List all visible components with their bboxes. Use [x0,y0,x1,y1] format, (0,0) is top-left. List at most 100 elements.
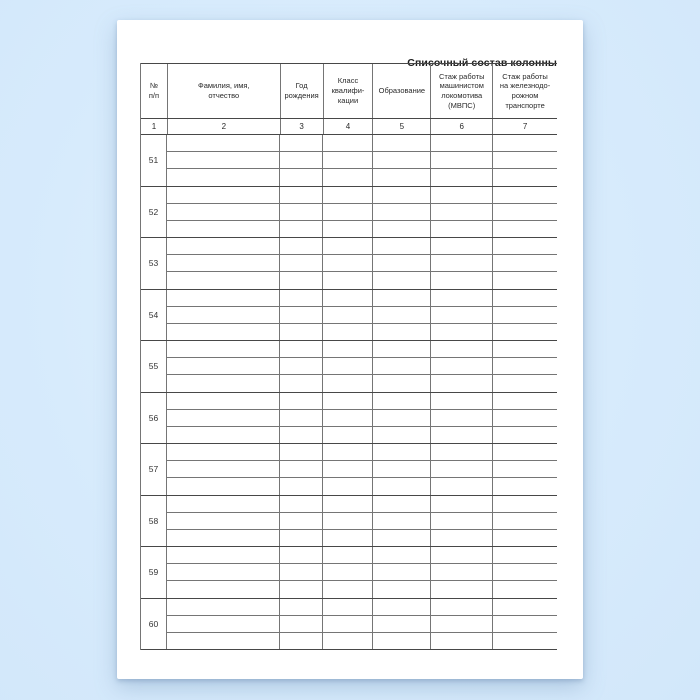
entry-cell-driver-experience [431,323,493,341]
entry-line [167,255,557,273]
row-entry-lines [167,547,557,598]
entry-cell-name [167,495,280,512]
entry-cell-birth-year [280,495,323,512]
entry-cell-railway-experience [493,547,557,563]
entry-cell-birth-year [280,306,323,323]
row-entry-lines [167,444,557,495]
entry-cell-education [373,409,431,426]
entry-cell-education [373,135,431,152]
entry-cell-name [167,409,280,426]
entry-cell-birth-year [280,272,323,289]
entry-cell-name [167,203,280,220]
entry-cell-birth-year [280,564,323,581]
entry-line [167,461,557,479]
entry-cell-railway-experience [493,135,557,151]
column-index: 7 [522,122,528,131]
entry-cell-name [167,615,280,632]
entry-cell-qualification-class [323,152,373,169]
entry-cell-birth-year [280,426,323,444]
entry-cell-name [167,220,280,238]
entry-cell-driver-experience [431,529,493,547]
entry-cell-education [373,564,431,581]
row-number-cell: 54 [141,289,167,340]
entry-cell-railway-experience [493,324,557,340]
entry-cell-name [167,547,280,564]
row-number: 54 [148,309,159,320]
entry-cell-birth-year [280,632,323,650]
entry-cell-name [167,581,280,598]
entry-cell-driver-experience [431,306,493,323]
entry-cell-driver-experience [431,186,493,203]
table-row-group: 55 [141,341,557,393]
entry-line [167,495,557,513]
entry-cell-railway-experience [493,599,557,615]
entry-cell-qualification-class [323,581,373,598]
row-number: 60 [148,618,159,629]
column-index: 6 [431,119,494,134]
entry-cell-driver-experience [431,581,493,598]
entry-cell-qualification-class [323,564,373,581]
entry-cell-driver-experience [431,238,493,255]
entry-cell-driver-experience [431,135,493,152]
row-number-cell: 57 [141,444,167,495]
entry-line [167,478,557,495]
entry-cell-railway-experience [493,410,557,426]
entry-cell-name [167,323,280,341]
entry-cell-education [373,426,431,444]
entry-cell-education [373,358,431,375]
entry-cell-birth-year [280,529,323,547]
entry-cell-birth-year [280,547,323,564]
table-body: 51 [141,135,557,650]
entry-cell-name [167,152,280,169]
entry-cell-qualification-class [323,547,373,564]
column-index: 1 [141,119,168,134]
entry-cell-railway-experience [493,307,557,323]
entry-line [167,615,557,633]
entry-cell-driver-experience [431,564,493,581]
table-row-group: 58 [141,495,557,547]
entry-line [167,135,557,153]
entry-line [167,547,557,565]
entry-cell-qualification-class [323,598,373,615]
entry-cell-qualification-class [323,186,373,203]
entry-cell-education [373,495,431,512]
entry-cell-qualification-class [323,512,373,529]
entry-line [167,323,557,341]
entry-cell-education [373,203,431,220]
table-row-group: 57 [141,444,557,496]
entry-cell-qualification-class [323,341,373,358]
column-index: 5 [373,119,432,134]
entry-cell-name [167,272,280,289]
entry-line [167,272,557,289]
entry-cell-driver-experience [431,255,493,272]
entry-cell-driver-experience [431,220,493,238]
entry-cell-railway-experience [493,290,557,306]
entry-cell-driver-experience [431,152,493,169]
entry-cell-birth-year [280,238,323,255]
entry-line [167,598,557,616]
entry-line [167,564,557,582]
entry-cell-birth-year [280,598,323,615]
entry-cell-name [167,478,280,495]
entry-line [167,203,557,221]
row-number-cell: 55 [141,341,167,392]
entry-cell-education [373,461,431,478]
entry-cell-qualification-class [323,289,373,306]
entry-cell-qualification-class [323,392,373,409]
entry-cell-railway-experience [493,187,557,203]
entry-cell-qualification-class [323,169,373,186]
entry-cell-qualification-class [323,220,373,238]
entry-cell-driver-experience [431,426,493,444]
entry-cell-education [373,598,431,615]
entry-cell-railway-experience [493,444,557,460]
row-entry-lines [167,495,557,547]
entry-cell-qualification-class [323,426,373,444]
entry-cell-railway-experience [493,393,557,409]
entry-cell-driver-experience [431,272,493,289]
document-page: Списочный состав колонны № п/п Фамилия, … [117,20,583,679]
entry-cell-education [373,238,431,255]
row-number: 55 [148,361,159,372]
entry-cell-name [167,186,280,203]
entry-cell-qualification-class [323,272,373,289]
entry-cell-birth-year [280,444,323,461]
